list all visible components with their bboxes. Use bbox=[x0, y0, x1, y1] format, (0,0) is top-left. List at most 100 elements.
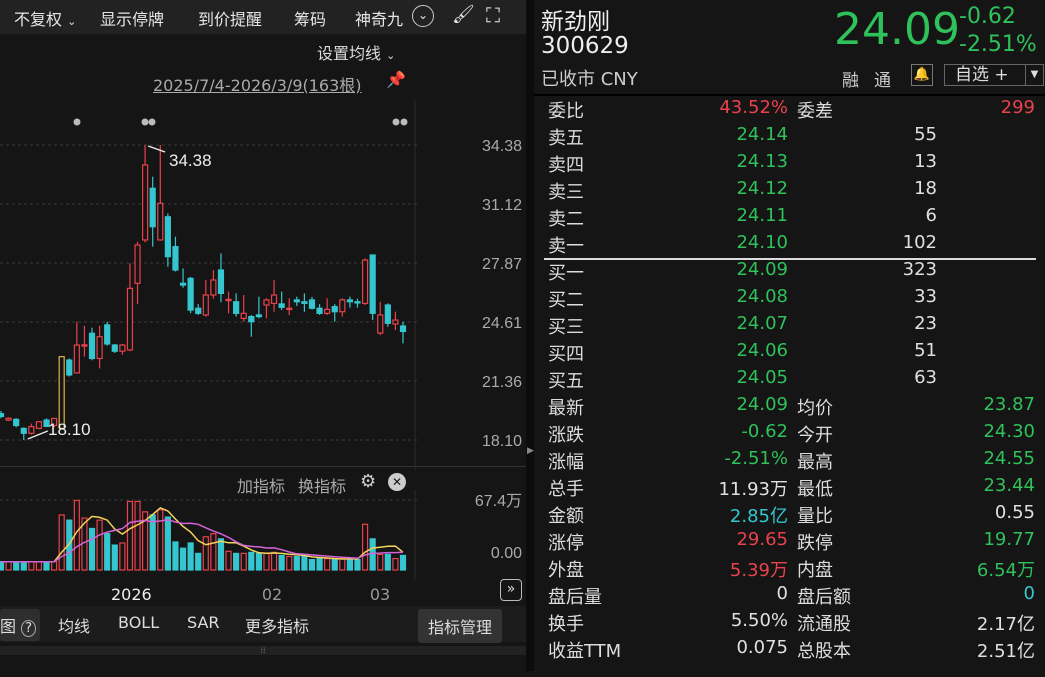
fullscreen-icon[interactable]: ⛶ bbox=[486, 3, 500, 27]
candlestick-chart[interactable]: 34.38 31.12 27.87 24.61 21.36 18.10 34.38 18.10 bbox=[0, 100, 526, 470]
resize-handle[interactable]: ⁞⁞ bbox=[0, 646, 526, 655]
volume-bar bbox=[399, 554, 407, 571]
bid-qty: 51 bbox=[914, 340, 937, 361]
y-tick-label: 21.36 bbox=[482, 374, 522, 391]
candle bbox=[308, 299, 316, 309]
circle-chevron-icon[interactable]: ⌄ bbox=[412, 5, 434, 27]
x-axis-label: 03 bbox=[369, 585, 391, 604]
candle bbox=[377, 314, 384, 334]
add-indicator-button[interactable]: 加指标 bbox=[237, 477, 286, 496]
candle bbox=[119, 344, 126, 352]
date-range[interactable]: 2025/7/4-2026/3/9(163根) bbox=[153, 76, 362, 95]
collapse-arrow-icon[interactable]: ▶ bbox=[527, 446, 534, 456]
margin-tag[interactable]: 融 bbox=[842, 71, 859, 91]
tab-boll[interactable]: BOLL bbox=[118, 613, 160, 632]
bid-qty: 33 bbox=[914, 286, 937, 307]
stat-value: -0.62 bbox=[741, 421, 788, 442]
price-alert-button[interactable]: 到价提醒 bbox=[198, 10, 263, 29]
quote-row: 收益TTM 0.075 总股本 2.51亿 bbox=[534, 637, 1045, 664]
volume-bar bbox=[331, 559, 338, 571]
indicator-tabs: 图 ? 均线 BOLL SAR 更多指标 指标管理 bbox=[0, 606, 526, 643]
bid-price: 24.05 bbox=[736, 367, 788, 388]
quote-row: 金额 2.85亿 量比 0.55 bbox=[534, 502, 1045, 529]
candle bbox=[392, 319, 399, 325]
candle bbox=[126, 287, 134, 351]
volume-bar bbox=[339, 557, 346, 571]
help-icon[interactable]: ? bbox=[21, 620, 37, 637]
high-price-label: 34.38 bbox=[169, 151, 212, 170]
volume-bar bbox=[361, 523, 369, 571]
candle bbox=[164, 216, 171, 258]
magic-nine-button[interactable]: 神奇九 bbox=[355, 10, 404, 29]
adjust-dropdown[interactable]: 不复权 ⌄ bbox=[14, 6, 76, 30]
ma-setting-label: 设置均线 bbox=[317, 44, 382, 63]
expand-icon[interactable]: » bbox=[500, 579, 522, 601]
dropdown-arrow-icon[interactable]: ▼ bbox=[1025, 65, 1043, 85]
chips-button[interactable]: 筹码 bbox=[294, 10, 327, 29]
candle bbox=[13, 418, 20, 427]
volume-bar bbox=[88, 527, 96, 571]
candle bbox=[217, 269, 225, 295]
ma-setting-dropdown[interactable]: 设置均线 ⌄ bbox=[317, 40, 395, 64]
volume-bar bbox=[195, 552, 202, 571]
order-diff-label: 委差 bbox=[797, 101, 833, 122]
volume-bar bbox=[104, 533, 111, 571]
stat-label: 金额 bbox=[548, 506, 584, 527]
panel-separator[interactable]: ▶ bbox=[526, 0, 534, 671]
stat-value: 2.85亿 bbox=[729, 506, 788, 527]
candle bbox=[324, 308, 331, 314]
volume-bar bbox=[263, 552, 270, 571]
brush-icon[interactable]: 🖌 bbox=[452, 4, 475, 25]
pin-icon[interactable]: 📌 bbox=[386, 70, 406, 89]
candle bbox=[195, 307, 202, 314]
connect-tag[interactable]: 通 bbox=[874, 71, 891, 91]
bid-label: 买五 bbox=[548, 371, 584, 392]
candle bbox=[81, 344, 88, 347]
stat-value: 29.65 bbox=[736, 529, 788, 550]
candle bbox=[149, 187, 156, 228]
candle bbox=[339, 299, 346, 313]
switch-indicator-button[interactable]: 换指标 bbox=[298, 477, 347, 496]
candle bbox=[331, 306, 338, 313]
stock-code: 300629 bbox=[541, 33, 629, 59]
tab-ma[interactable]: 均线 bbox=[58, 617, 91, 636]
volume-bar bbox=[58, 514, 65, 571]
volume-bar bbox=[164, 516, 171, 571]
show-suspended-button[interactable]: 显示停牌 bbox=[100, 10, 165, 29]
ask-label: 卖三 bbox=[548, 182, 584, 203]
candle bbox=[210, 279, 217, 296]
candle bbox=[369, 254, 376, 314]
chart-panel: 不复权 ⌄ 显示停牌 到价提醒 筹码 神奇九 ⌄ 🖌 ⛶ 设置均线 ⌄ 2025… bbox=[0, 0, 526, 671]
bid-price: 24.06 bbox=[736, 340, 788, 361]
close-icon[interactable]: ✕ bbox=[388, 473, 406, 491]
volume-bar bbox=[172, 541, 179, 571]
candle bbox=[50, 417, 58, 427]
stat-label: 换手 bbox=[548, 614, 584, 635]
stat-value: 24.09 bbox=[736, 394, 788, 415]
candle bbox=[293, 299, 300, 303]
watchlist-button[interactable]: 自选 + ▼ bbox=[944, 64, 1044, 86]
stat-label: 最高 bbox=[797, 452, 833, 473]
tab-more-indicators[interactable]: 更多指标 bbox=[245, 617, 310, 636]
bell-icon[interactable]: 🔔 bbox=[911, 64, 933, 86]
order-ratio-label: 委比 bbox=[548, 101, 584, 122]
ask-price: 24.13 bbox=[736, 151, 788, 172]
y-tick-label: 24.61 bbox=[482, 315, 522, 332]
order-ratio-value: 43.52% bbox=[719, 97, 788, 118]
volume-bar bbox=[111, 544, 118, 571]
tab-chart[interactable]: 图 ? bbox=[0, 609, 41, 641]
stat-label: 总手 bbox=[548, 479, 584, 500]
tab-sar[interactable]: SAR bbox=[187, 613, 220, 632]
bid-price: 24.09 bbox=[736, 259, 788, 280]
volume-bar bbox=[384, 553, 391, 571]
quote-row: 卖一 24.10 102 bbox=[534, 232, 1045, 259]
volume-bar bbox=[5, 561, 12, 571]
indicator-manage-button[interactable]: 指标管理 bbox=[418, 609, 503, 643]
volume-bar bbox=[217, 538, 225, 571]
volume-bar bbox=[20, 561, 27, 571]
ask-price: 24.10 bbox=[736, 232, 788, 253]
candle bbox=[179, 282, 187, 286]
quote-row: 买五 24.05 63 bbox=[534, 367, 1045, 394]
gear-icon[interactable]: ⚙ bbox=[360, 471, 377, 492]
stat-value: 6.54万 bbox=[976, 560, 1035, 581]
